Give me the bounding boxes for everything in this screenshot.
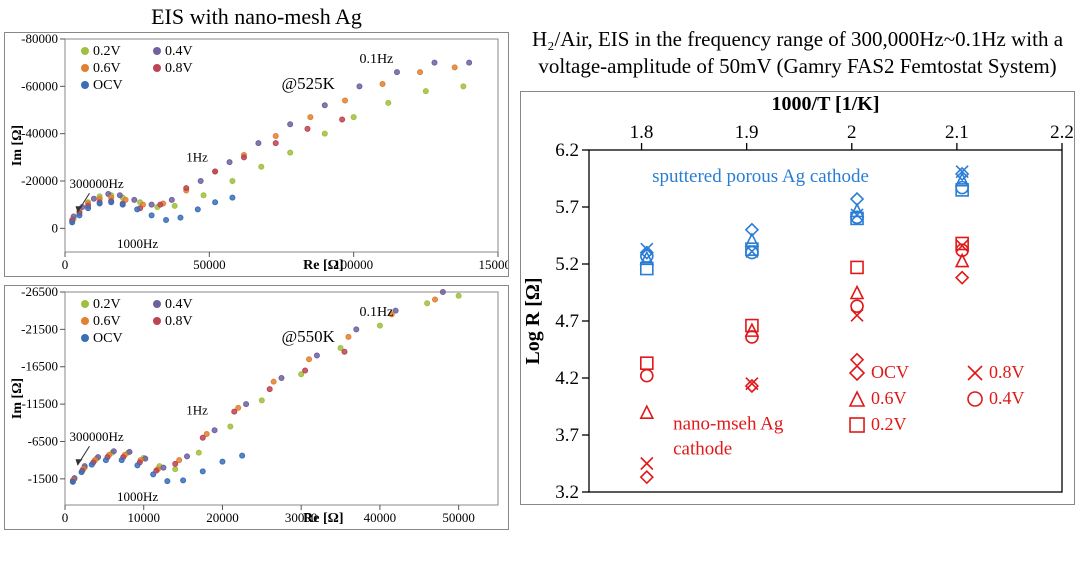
- svg-text:cathode: cathode: [673, 438, 732, 459]
- svg-text:-21500: -21500: [21, 321, 58, 336]
- svg-text:-1500: -1500: [28, 471, 58, 486]
- svg-text:20000: 20000: [206, 510, 239, 525]
- svg-text:-20000: -20000: [21, 173, 58, 188]
- svg-text:0.6V: 0.6V: [93, 61, 121, 76]
- svg-text:0: 0: [62, 510, 69, 525]
- svg-text:0.2V: 0.2V: [93, 297, 121, 312]
- svg-text:nano-mseh Ag: nano-mseh Ag: [673, 413, 784, 434]
- nyquist-chart-550k: -26500 -21500 -16500 -11500 -6500 -1500 0 10000…: [4, 285, 509, 530]
- svg-text:Log R [Ω]: Log R [Ω]: [522, 277, 544, 364]
- svg-text:-16500: -16500: [21, 359, 58, 374]
- svg-text:0.6V: 0.6V: [93, 314, 121, 329]
- svg-text:1000/T [1/K]: 1000/T [1/K]: [772, 93, 880, 115]
- svg-text:5.7: 5.7: [555, 197, 579, 218]
- svg-text:OCV: OCV: [871, 362, 909, 382]
- svg-text:Im [Ω]: Im [Ω]: [10, 378, 25, 419]
- svg-text:OCV: OCV: [93, 78, 123, 93]
- svg-text:6.2: 6.2: [555, 140, 579, 161]
- svg-text:40000: 40000: [364, 510, 397, 525]
- svg-text:1Hz: 1Hz: [186, 403, 208, 418]
- svg-text:1000Hz: 1000Hz: [117, 489, 158, 504]
- svg-text:5.2: 5.2: [555, 254, 579, 275]
- svg-text:0.6V: 0.6V: [871, 388, 907, 408]
- svg-text:2.1: 2.1: [945, 122, 969, 143]
- svg-text:50000: 50000: [442, 510, 475, 525]
- arrhenius-chart: 1.8 1.9 2 2.1 2.2 3.2 3.7 4.2 4.7 5.2 5.7 6.2 1000/T…: [520, 91, 1075, 505]
- svg-text:-40000: -40000: [21, 126, 58, 141]
- svg-text:Re [Ω]: Re [Ω]: [303, 511, 343, 526]
- svg-text:0.8V: 0.8V: [989, 362, 1025, 382]
- svg-text:0.2V: 0.2V: [93, 44, 121, 59]
- svg-text:-6500: -6500: [28, 433, 58, 448]
- svg-text:4.7: 4.7: [555, 311, 579, 332]
- svg-text:1.9: 1.9: [735, 122, 759, 143]
- svg-text:0.2V: 0.2V: [871, 414, 907, 434]
- svg-text:0.4V: 0.4V: [165, 297, 193, 312]
- svg-text:OCV: OCV: [93, 331, 123, 346]
- svg-text:3.2: 3.2: [555, 482, 579, 503]
- svg-text:2: 2: [847, 122, 857, 143]
- svg-text:0: 0: [62, 257, 69, 272]
- svg-text:300000Hz: 300000Hz: [69, 176, 123, 191]
- right-title: H₂/Air, EIS in the frequency range of 30…: [520, 26, 1075, 81]
- svg-text:0: 0: [52, 220, 59, 235]
- svg-text:1Hz: 1Hz: [186, 150, 208, 165]
- svg-text:3.7: 3.7: [555, 425, 579, 446]
- svg-text:-60000: -60000: [21, 78, 58, 93]
- svg-text:1000Hz: 1000Hz: [117, 236, 158, 251]
- svg-text:50000: 50000: [193, 257, 226, 272]
- svg-text:0.8V: 0.8V: [165, 61, 193, 76]
- svg-text:-26500: -26500: [21, 286, 58, 299]
- nyquist-chart-525k: -80000-60000-40000-200000050000100000150…: [4, 32, 509, 277]
- svg-text:4.2: 4.2: [555, 368, 579, 389]
- svg-text:2.2: 2.2: [1050, 122, 1074, 143]
- left-title: EIS with nano-mesh Ag: [4, 4, 509, 30]
- svg-text:Im [Ω]: Im [Ω]: [10, 125, 25, 166]
- svg-text:0.1Hz: 0.1Hz: [359, 52, 393, 67]
- svg-text:0.4V: 0.4V: [165, 44, 193, 59]
- svg-text:0.4V: 0.4V: [989, 388, 1025, 408]
- svg-text:10000: 10000: [127, 510, 160, 525]
- svg-text:@525K: @525K: [282, 74, 336, 93]
- svg-text:1.8: 1.8: [630, 122, 654, 143]
- svg-text:0.8V: 0.8V: [165, 314, 193, 329]
- svg-text:150000: 150000: [479, 257, 509, 272]
- svg-text:0.1Hz: 0.1Hz: [359, 305, 393, 320]
- svg-text:-80000: -80000: [21, 33, 58, 46]
- svg-text:Re [Ω]: Re [Ω]: [303, 258, 343, 273]
- svg-text:-11500: -11500: [22, 396, 58, 411]
- svg-text:300000Hz: 300000Hz: [69, 429, 123, 444]
- svg-text:@550K: @550K: [282, 327, 336, 346]
- svg-text:sputtered porous Ag cathode: sputtered porous Ag cathode: [652, 166, 869, 187]
